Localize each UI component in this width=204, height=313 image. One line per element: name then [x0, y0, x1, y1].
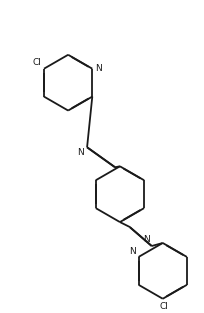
Text: Cl: Cl — [159, 302, 167, 311]
Text: N: N — [95, 64, 102, 73]
Text: N: N — [128, 247, 135, 256]
Text: N: N — [142, 235, 149, 244]
Text: N: N — [77, 148, 84, 157]
Text: Cl: Cl — [32, 58, 41, 67]
